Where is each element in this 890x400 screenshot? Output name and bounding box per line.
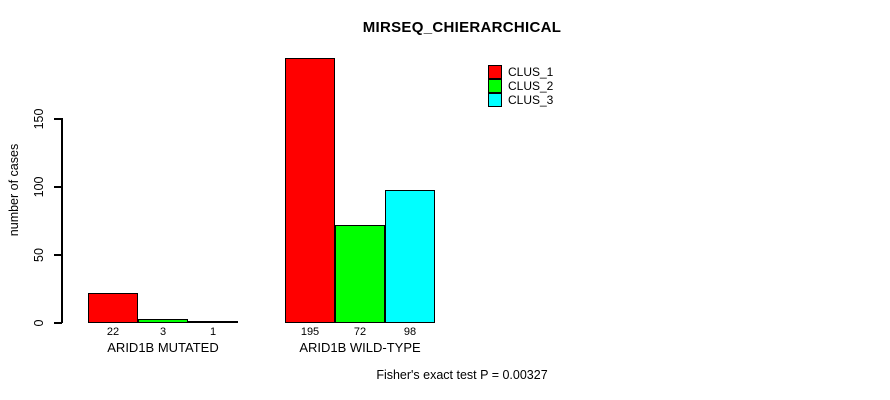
- y-axis-label: number of cases: [7, 143, 21, 237]
- y-axis-line: [61, 118, 63, 323]
- bar-value-clus-3-arid1b-wild-type: 98: [403, 326, 417, 338]
- legend-swatch-clus-2: [488, 79, 502, 93]
- y-tick-label-100: 100: [32, 176, 46, 198]
- legend-item-clus-2: CLUS_2: [488, 79, 553, 93]
- y-tick-0: [54, 322, 62, 324]
- y-tick-100: [54, 186, 62, 188]
- bar-clus-3-arid1b-wild-type: [385, 189, 435, 323]
- category-label-arid1b-mutated: ARID1B MUTATED: [107, 340, 219, 355]
- bar-clus-3-arid1b-mutated: [188, 321, 238, 323]
- y-tick-label-0: 0: [32, 319, 46, 327]
- bar-clus-1-arid1b-mutated: [88, 293, 138, 323]
- bar-clus-2-arid1b-wild-type: [335, 225, 385, 323]
- bar-value-clus-2-arid1b-wild-type: 72: [353, 326, 367, 338]
- bar-clus-1-arid1b-wild-type: [285, 57, 335, 323]
- legend-label-clus-1: CLUS_1: [508, 65, 554, 79]
- legend-item-clus-3: CLUS_3: [488, 93, 553, 107]
- y-tick-label-150: 150: [32, 108, 46, 130]
- y-tick-label-50: 50: [32, 248, 46, 262]
- bar-clus-2-arid1b-mutated: [138, 318, 188, 323]
- legend-item-clus-1: CLUS_1: [488, 65, 553, 79]
- bar-value-clus-1-arid1b-mutated: 22: [106, 326, 120, 338]
- legend-label-clus-3: CLUS_3: [508, 93, 554, 107]
- y-tick-150: [54, 118, 62, 120]
- chart-title: MIRSEQ_CHIERARCHICAL: [362, 19, 562, 36]
- legend-swatch-clus-1: [488, 65, 502, 79]
- legend-label-clus-2: CLUS_2: [508, 79, 554, 93]
- bar-value-clus-3-arid1b-mutated: 1: [209, 326, 217, 338]
- y-tick-50: [54, 254, 62, 256]
- bar-value-clus-2-arid1b-mutated: 3: [159, 326, 167, 338]
- annotation-text: Fisher's exact test P = 0.00327: [376, 368, 548, 382]
- category-label-arid1b-wild-type: ARID1B WILD-TYPE: [299, 340, 421, 355]
- bar-value-clus-1-arid1b-wild-type: 195: [300, 326, 320, 338]
- legend-swatch-clus-3: [488, 93, 502, 107]
